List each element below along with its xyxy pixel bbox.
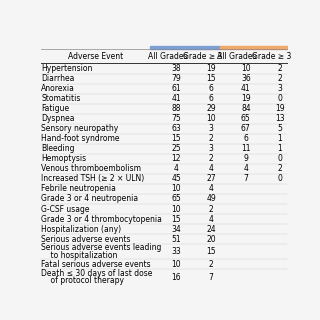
Text: Serious adverse events: Serious adverse events	[41, 235, 131, 244]
Text: 65: 65	[241, 114, 251, 123]
Text: Fatigue: Fatigue	[41, 104, 69, 113]
Text: 27: 27	[206, 174, 216, 183]
Text: 4: 4	[209, 214, 213, 224]
Text: 6: 6	[244, 134, 248, 143]
Text: 11: 11	[241, 144, 251, 153]
Text: 4: 4	[174, 164, 179, 173]
Text: 15: 15	[206, 247, 216, 256]
Text: 0: 0	[277, 154, 282, 163]
Text: of protocol therapy: of protocol therapy	[41, 276, 124, 285]
Text: Grade ≥ 3: Grade ≥ 3	[252, 52, 291, 61]
Text: Stomatitis: Stomatitis	[41, 94, 81, 103]
Text: 29: 29	[206, 104, 216, 113]
Text: Hand-foot syndrome: Hand-foot syndrome	[41, 134, 120, 143]
Text: 1: 1	[277, 144, 282, 153]
Text: 2: 2	[277, 74, 282, 83]
Text: 10: 10	[241, 64, 251, 73]
Text: 61: 61	[172, 84, 181, 93]
Text: Venous thromboembolism: Venous thromboembolism	[41, 164, 141, 173]
Text: 75: 75	[172, 114, 181, 123]
Text: 9: 9	[244, 154, 248, 163]
Text: 19: 19	[275, 104, 284, 113]
Text: 45: 45	[172, 174, 181, 183]
Text: Serious adverse events leading: Serious adverse events leading	[41, 244, 162, 252]
Text: All Grades: All Grades	[148, 52, 188, 61]
Text: 19: 19	[206, 64, 216, 73]
Text: 15: 15	[172, 134, 181, 143]
Text: 84: 84	[241, 104, 251, 113]
Text: 13: 13	[275, 114, 284, 123]
Text: Anorexia: Anorexia	[41, 84, 75, 93]
Text: 38: 38	[172, 64, 181, 73]
Text: 5: 5	[277, 124, 282, 133]
Text: 2: 2	[209, 134, 213, 143]
Text: Fatal serious adverse events: Fatal serious adverse events	[41, 260, 151, 269]
Text: 49: 49	[206, 195, 216, 204]
Text: Grade ≥ 3: Grade ≥ 3	[183, 52, 222, 61]
Text: 10: 10	[172, 184, 181, 193]
Text: Sensory neuropathy: Sensory neuropathy	[41, 124, 118, 133]
Text: 2: 2	[209, 260, 213, 269]
Text: 10: 10	[206, 114, 216, 123]
Text: 6: 6	[209, 94, 213, 103]
Text: 51: 51	[172, 235, 181, 244]
Text: 41: 41	[172, 94, 181, 103]
Text: 2: 2	[277, 164, 282, 173]
Bar	[150, 46, 220, 49]
Text: 36: 36	[241, 74, 251, 83]
Text: 1: 1	[277, 134, 282, 143]
Text: 2: 2	[277, 64, 282, 73]
Text: Grade 3 or 4 thrombocytopenia: Grade 3 or 4 thrombocytopenia	[41, 214, 162, 224]
Text: 10: 10	[172, 260, 181, 269]
Text: 2: 2	[209, 204, 213, 213]
Text: Grade 3 or 4 neutropenia: Grade 3 or 4 neutropenia	[41, 195, 138, 204]
Text: All Grades: All Grades	[217, 52, 257, 61]
Text: 33: 33	[172, 247, 181, 256]
Text: 0: 0	[277, 94, 282, 103]
Text: 3: 3	[209, 144, 213, 153]
Text: 2: 2	[209, 154, 213, 163]
Text: 65: 65	[172, 195, 181, 204]
Text: 79: 79	[172, 74, 181, 83]
Text: Adverse Event: Adverse Event	[68, 52, 123, 61]
Text: 88: 88	[172, 104, 181, 113]
Text: 25: 25	[172, 144, 181, 153]
Text: Dyspnea: Dyspnea	[41, 114, 75, 123]
Text: 3: 3	[277, 84, 282, 93]
Text: 0: 0	[277, 174, 282, 183]
Text: 4: 4	[244, 164, 248, 173]
Text: 41: 41	[241, 84, 251, 93]
Text: 4: 4	[209, 164, 213, 173]
Text: Hospitalization (any): Hospitalization (any)	[41, 225, 121, 234]
Text: G-CSF usage: G-CSF usage	[41, 204, 90, 213]
Text: 7: 7	[244, 174, 248, 183]
Text: 15: 15	[206, 74, 216, 83]
Text: Hemoptysis: Hemoptysis	[41, 154, 86, 163]
Text: 34: 34	[172, 225, 181, 234]
Text: 4: 4	[209, 184, 213, 193]
Text: 3: 3	[209, 124, 213, 133]
Text: 6: 6	[209, 84, 213, 93]
Text: 10: 10	[172, 204, 181, 213]
Text: 24: 24	[206, 225, 216, 234]
Text: Bleeding: Bleeding	[41, 144, 75, 153]
Text: Febrile neutropenia: Febrile neutropenia	[41, 184, 116, 193]
Text: 7: 7	[209, 273, 213, 282]
Text: 12: 12	[172, 154, 181, 163]
Text: Death ≤ 30 days of last dose: Death ≤ 30 days of last dose	[41, 269, 153, 278]
Text: 67: 67	[241, 124, 251, 133]
Text: Diarrhea: Diarrhea	[41, 74, 75, 83]
Text: to hospitalization: to hospitalization	[41, 251, 118, 260]
Text: 20: 20	[206, 235, 216, 244]
Text: 15: 15	[172, 214, 181, 224]
Text: 19: 19	[241, 94, 251, 103]
Text: Hypertension: Hypertension	[41, 64, 92, 73]
Bar	[220, 46, 288, 49]
Text: Increased TSH (≥ 2 × ULN): Increased TSH (≥ 2 × ULN)	[41, 174, 145, 183]
Text: 63: 63	[172, 124, 181, 133]
Text: 16: 16	[172, 273, 181, 282]
